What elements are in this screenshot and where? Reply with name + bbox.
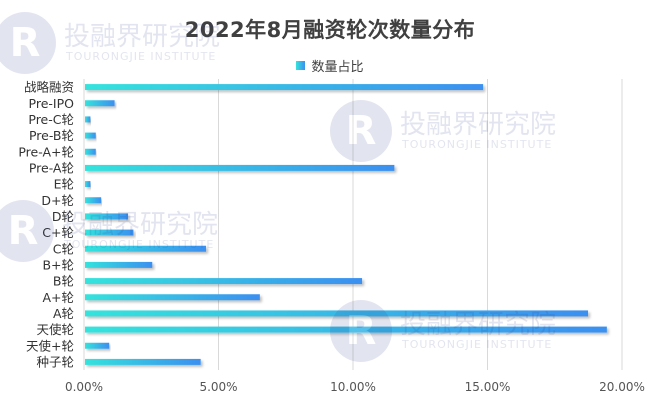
category-label: 天使轮 [36,322,74,337]
category-label: Pre-A+轮 [18,144,74,159]
category-label: D+轮 [41,193,74,208]
bar [85,213,129,220]
bar [85,197,102,204]
bar [85,181,91,188]
bar [85,116,91,123]
x-tick-label: 15.00% [465,380,511,394]
bar [85,148,96,155]
legend: 数量占比 [0,56,660,75]
bar [85,229,134,236]
bar [85,278,363,285]
bar [85,326,607,333]
category-label: C+轮 [42,225,74,240]
bars [85,84,607,365]
bar [85,84,484,91]
bar [85,358,201,365]
category-label: Pre-B轮 [29,128,74,143]
bar [85,100,115,107]
category-label: Pre-IPO [29,96,75,111]
category-label: A+轮 [42,290,74,305]
category-label: D轮 [52,209,74,224]
chart-title: 2022年8月融资轮次数量分布 [184,18,476,42]
category-label: B轮 [53,274,74,289]
gridlines [83,79,623,370]
x-tick-labels: 0.00% 5.00% 10.00% 15.00% 20.00% [65,380,645,394]
category-label: C轮 [53,241,74,256]
category-label: 天使+轮 [26,338,74,353]
category-label: B+轮 [42,257,74,272]
category-label: E轮 [54,177,74,192]
category-label: Pre-C轮 [28,112,74,127]
category-label: A轮 [53,306,74,321]
legend-swatch [296,61,306,70]
bar [85,310,589,317]
legend-label: 数量占比 [311,60,364,75]
x-tick-label: 10.00% [330,380,376,394]
category-label: 战略融资 [24,80,74,95]
bar [85,164,395,171]
x-tick-label: 0.00% [65,380,103,394]
category-label: 种子轮 [36,354,74,369]
bar [85,245,207,252]
bar [85,342,110,349]
bar [85,294,260,301]
bar [85,132,96,139]
bar [85,261,153,268]
x-tick-label: 5.00% [199,380,237,394]
x-tick-label: 20.00% [599,380,645,394]
category-label: Pre-A轮 [29,160,74,175]
